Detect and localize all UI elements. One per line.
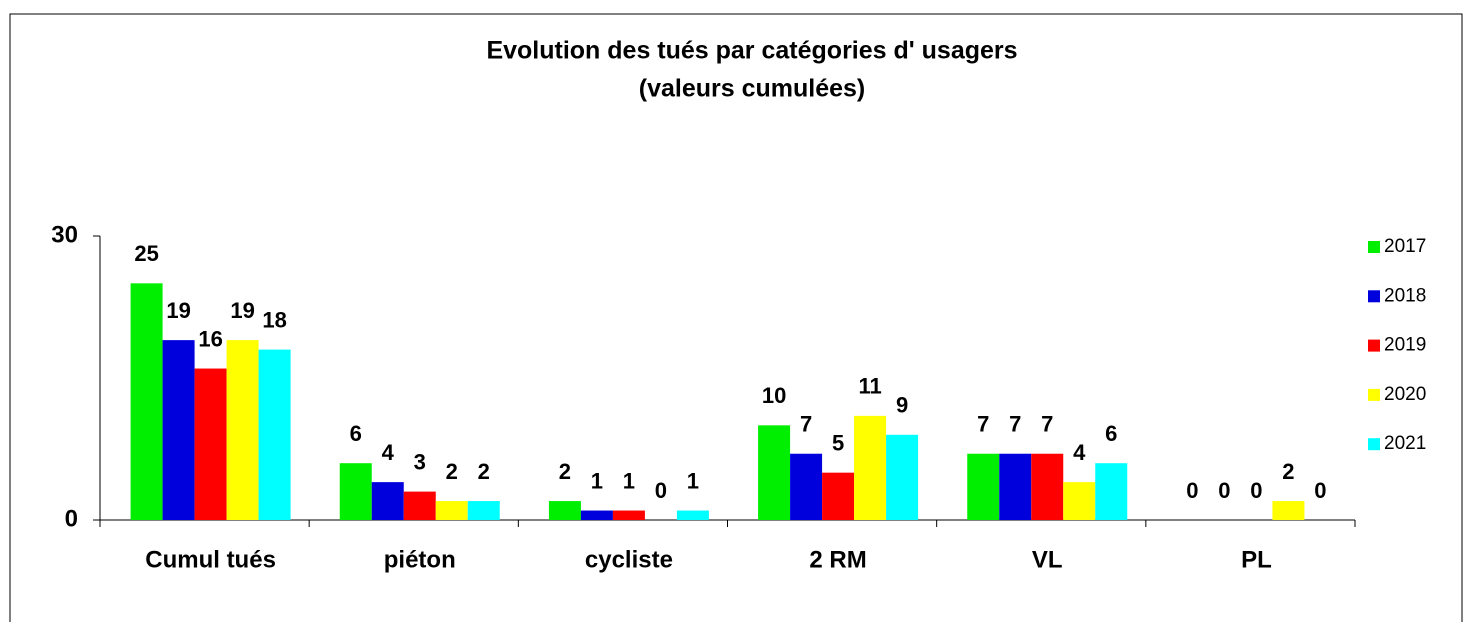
x-tick-label: 2 RM (809, 546, 866, 573)
value-label: 3 (414, 449, 426, 474)
bar (467, 501, 500, 520)
value-label: 11 (858, 374, 881, 399)
bar (194, 368, 227, 520)
value-label: 7 (977, 412, 989, 437)
value-label: 18 (262, 307, 286, 332)
value-label: 2 (1282, 459, 1294, 484)
y-tick-label: 0 (65, 505, 78, 532)
value-label: 0 (1218, 478, 1230, 503)
legend-swatch (1368, 339, 1380, 352)
legend-label: 2021 (1384, 433, 1426, 454)
chart-frame (9, 13, 1463, 627)
x-tick-label: piéton (384, 546, 456, 573)
value-label: 2 (559, 459, 571, 484)
value-label: 1 (623, 468, 635, 493)
value-label: 0 (1314, 478, 1326, 503)
bar (612, 510, 645, 520)
bar (999, 453, 1032, 520)
bar (790, 453, 823, 520)
x-tick-label: PL (1241, 546, 1272, 573)
value-label: 6 (350, 421, 362, 446)
bar (1095, 463, 1128, 520)
bar (162, 340, 195, 520)
value-label: 1 (687, 468, 699, 493)
x-tick-label: Cumul tués (145, 546, 276, 573)
chart-subtitle: (valeurs cumulées) (639, 75, 866, 103)
value-label: 0 (1186, 478, 1198, 503)
bar (130, 283, 163, 520)
bar (548, 501, 581, 520)
legend-label: 2018 (1384, 285, 1426, 306)
legend-label: 2019 (1384, 335, 1426, 356)
legend-swatch (1368, 438, 1380, 451)
bar (854, 415, 887, 520)
value-label: 4 (1073, 440, 1086, 465)
x-tick-label: VL (1032, 546, 1063, 573)
bar (403, 491, 436, 520)
value-label: 7 (800, 412, 812, 437)
bar (258, 349, 291, 520)
bar (435, 501, 468, 520)
value-label: 5 (832, 430, 844, 455)
value-label: 0 (1250, 478, 1262, 503)
value-label: 6 (1105, 421, 1117, 446)
bar (822, 472, 855, 520)
legend-label: 2020 (1384, 384, 1426, 405)
legend-swatch (1368, 290, 1380, 303)
chart-title: Evolution des tués par catégories d' usa… (486, 37, 1017, 65)
bar (226, 340, 259, 520)
bar (758, 425, 791, 520)
x-tick-label: cycliste (585, 546, 673, 573)
y-tick-label: 30 (51, 221, 78, 248)
value-label: 7 (1009, 412, 1021, 437)
bar (886, 434, 919, 520)
value-label: 16 (198, 326, 222, 351)
legend-swatch (1368, 241, 1380, 253)
legend-label: 2017 (1384, 236, 1426, 257)
bar (580, 510, 613, 520)
value-label: 10 (762, 383, 786, 408)
bar (1063, 482, 1096, 520)
value-label: 9 (896, 393, 908, 418)
value-label: 2 (446, 459, 458, 484)
bar (1272, 501, 1305, 520)
value-label: 2 (478, 459, 490, 484)
bar (371, 482, 404, 520)
value-label: 0 (655, 478, 667, 503)
value-label: 1 (591, 468, 603, 493)
bar (1031, 453, 1064, 520)
value-label: 7 (1041, 412, 1053, 437)
bar (967, 453, 1000, 520)
value-label: 4 (382, 440, 395, 465)
bar (339, 463, 372, 520)
legend-swatch (1368, 388, 1380, 401)
value-label: 19 (166, 298, 190, 323)
bar (676, 510, 709, 520)
value-label: 25 (134, 241, 158, 266)
value-label: 19 (230, 298, 254, 323)
